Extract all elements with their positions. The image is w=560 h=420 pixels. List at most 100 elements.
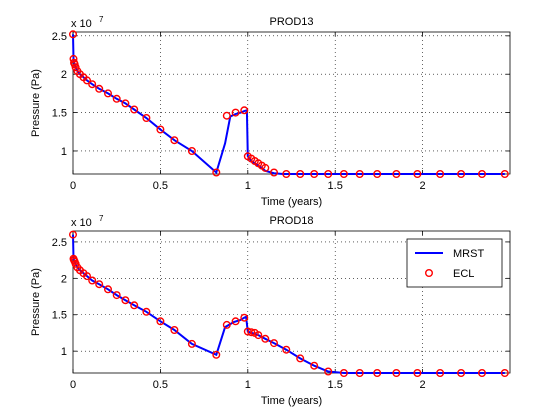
chart2-y-tick-label: 2.5 [52,237,67,249]
chart2-x-tick-label: 1 [245,379,251,391]
chart2-series-ecl-marker [373,369,382,378]
chart1-series-ecl-marker [95,84,104,93]
chart1-series-ecl-marker [82,76,91,85]
chart1-series-ecl-marker [71,63,80,72]
chart2-group: 0 0.5 1 1.5 2 1 1.5 2 2.5 x 10 7 PROD18 Time (years)… [30,214,511,407]
chart2-series-ecl-marker [282,345,291,354]
chart2-series-ecl-marker [156,317,165,326]
chart1-series-ecl-marker [282,169,291,178]
chart1-exponent-label: x 10 [71,18,92,30]
chart1-series-ecl-marker [457,169,466,178]
chart2-series-ecl-marker [222,320,231,329]
chart1-plot-area [73,32,510,174]
chart2-series-ecl-marker [296,354,305,363]
chart2-exponent-power: 7 [99,214,104,223]
chart2-series-ecl-marker [261,334,270,343]
chart1-series-ecl-marker [296,169,305,178]
chart2-title: PROD18 [269,215,313,227]
chart1-series-ecl-marker [355,169,364,178]
chart1-y-tick-label: 2.5 [52,31,67,43]
chart2-legend-label: ECL [453,268,474,280]
chart1-series-ecl-marker [436,169,445,178]
chart1-series-ecl-marker [222,111,231,120]
chart1-series-ecl-marker [413,169,422,178]
chart2-series-ecl-marker [355,369,364,378]
chart2-series-ecl-marker [68,230,77,239]
chart1-series-ecl-marker [121,99,130,108]
chart1-group: 0 0.5 1 1.5 2 1 1.5 2 2.5 x 10 7 PROD13 Time (years)… [30,15,511,208]
chart2-series-ecl-marker [247,328,256,337]
chart2-series-ecl-marker [339,369,348,378]
chart2-x-tick-label: 2 [420,379,426,391]
chart1-x-tick-label: 1.5 [328,180,343,192]
chart2-series-ecl-marker [270,339,279,348]
chart1-x-axis-label: Time (years) [261,196,322,208]
chart2-series-ecl-marker [254,331,263,340]
chart1-series-ecl-marker [240,106,249,115]
chart2-legend-marker-swatch [425,269,434,278]
chart1-series-ecl-marker [112,94,121,103]
chart2-x-tick-label: 0 [70,379,76,391]
chart1-series-ecl-marker [231,108,240,117]
chart1-series-ecl-marker [261,163,270,172]
chart1-title: PROD13 [269,16,313,28]
chart2-series-ecl-marker [82,272,91,281]
chart2-legend-label: MRST [453,248,484,260]
chart2-series-ecl-marker [457,369,466,378]
chart2-y-axis-label: Pressure (Pa) [30,268,42,336]
chart1-series-ecl-marker [68,30,77,39]
chart2-y-tick-label: 2 [61,273,67,285]
chart2-series-ecl-marker [500,369,509,378]
chart1-series-ecl-marker [270,168,279,177]
chart1-series-ecl-marker [500,169,509,178]
chart2-series-ecl-marker [170,326,179,335]
chart2-series-ecl-marker [187,339,196,348]
chart2-series-ecl-marker [436,369,445,378]
chart1-x-tick-label: 1 [245,180,251,192]
chart1-series-ecl-marker [339,169,348,178]
chart2-series-ecl-marker [413,369,422,378]
chart2-axes-box [72,230,511,374]
chart1-x-tick-label: 0.5 [153,180,168,192]
chart1-series-ecl-marker [170,136,179,145]
chart2-series-ecl-marker [212,350,221,359]
chart1-exponent-power: 7 [99,15,104,24]
chart2-exponent-label: x 10 [71,217,92,229]
chart2-series-ecl-marker [121,296,130,305]
chart1-series-ecl-marker [69,54,78,63]
chart2-series-ecl-marker [112,291,121,300]
chart2-series-ecl-marker [95,280,104,289]
chart1-y-tick-label: 1.5 [52,108,67,120]
chart2-series-ecl-marker [142,307,151,316]
chart2-series-ecl-marker [310,361,319,370]
chart1-y-tick-label: 2 [61,69,67,81]
chart2-x-tick-label: 0.5 [153,379,168,391]
chart2-series-ecl-marker [88,276,97,285]
chart1-x-tick-label: 0 [70,180,76,192]
chart2-x-tick-label: 1.5 [328,379,343,391]
chart2-series-ecl-marker [478,369,487,378]
chart1-series-ecl-marker [310,169,319,178]
chart2-series-ecl-marker [324,367,333,376]
chart1-series-ecl-marker [187,146,196,155]
chart2-series-ecl-marker [392,369,401,378]
chart1-y-tick-label: 1 [61,146,67,158]
chart1-series-ecl-marker [130,105,139,114]
chart1-series-ecl-marker [156,125,165,134]
chart1-series-ecl-marker [392,169,401,178]
chart1-series-ecl-marker [142,113,151,122]
chart1-series-ecl-marker [373,169,382,178]
chart2-x-axis-label: Time (years) [261,395,322,407]
chart2-series-ecl-marker [130,301,139,310]
chart1-series-ecl-marker [212,168,221,177]
chart1-series-ecl-marker [103,89,112,98]
chart2-legend-box [406,238,503,288]
chart1-x-tick-label: 2 [420,180,426,192]
chart2-series-ecl-marker [103,285,112,294]
chart1-y-axis-label: Pressure (Pa) [30,69,42,137]
chart2-y-tick-label: 1.5 [52,310,67,322]
chart2-y-tick-label: 1 [61,346,67,358]
chart1-series-ecl-marker [88,80,97,89]
chart2-series-ecl-marker [231,317,240,326]
